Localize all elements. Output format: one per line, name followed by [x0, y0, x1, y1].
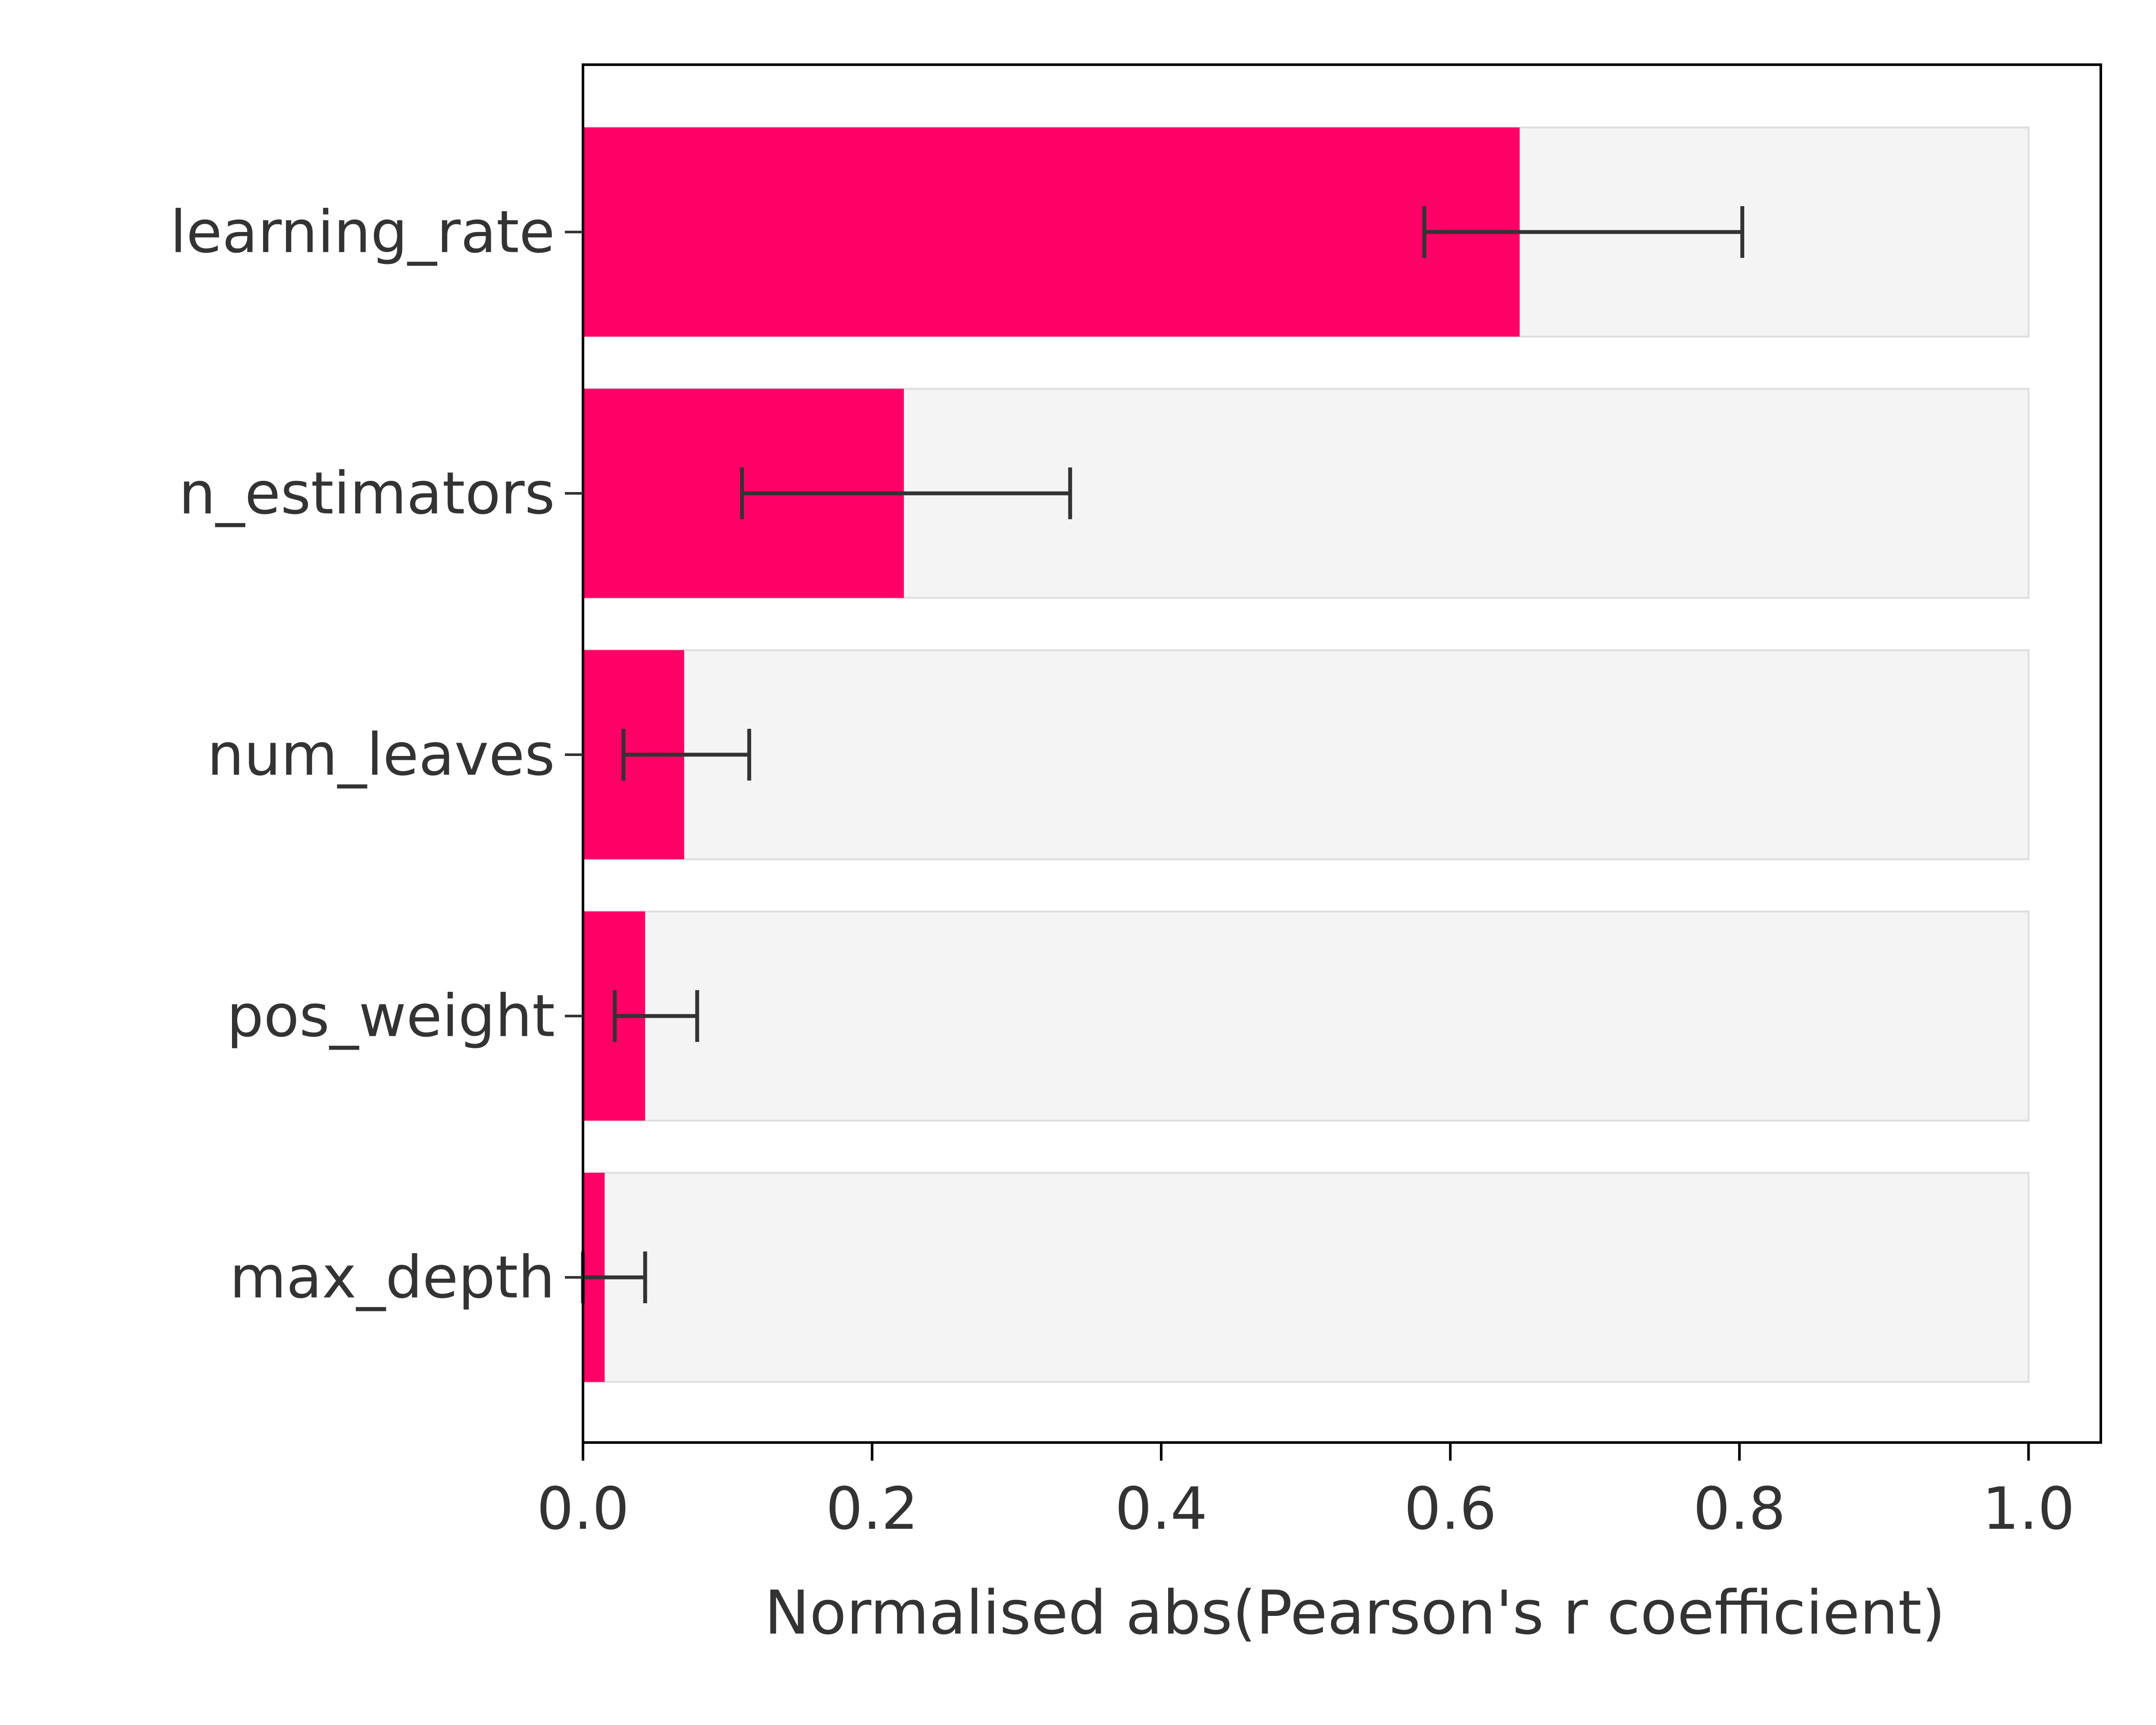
- x-axis-ticks: 0.0 0.2 0.4 0.6 0.8 1.0: [537, 1443, 2075, 1543]
- y-tick-label: n_estimators: [179, 460, 555, 527]
- background-bar: [582, 910, 2030, 1122]
- x-tick-label: 0.4: [1115, 1475, 1208, 1543]
- y-tick-label: pos_weight: [227, 982, 555, 1050]
- error-bars: [581, 206, 1745, 1303]
- y-tick-label: num_leaves: [207, 721, 555, 789]
- x-tick-label: 0.2: [826, 1475, 918, 1543]
- background-bars: [582, 126, 2030, 1383]
- x-tick-label: 0.8: [1693, 1475, 1786, 1543]
- y-tick-label: max_depth: [229, 1244, 555, 1311]
- x-tick-label: 0.0: [537, 1475, 630, 1543]
- x-tick-label: 1.0: [1982, 1475, 2075, 1543]
- bar: [583, 127, 1520, 337]
- x-axis-label: Normalised abs(Pearson's r coefficient): [765, 1578, 1946, 1648]
- background-bar: [582, 1172, 2030, 1383]
- x-tick-label: 0.6: [1404, 1475, 1497, 1543]
- y-tick-label: learning_rate: [170, 198, 555, 266]
- background-bar: [582, 649, 2030, 860]
- y-axis-ticks: learning_rate n_estimators num_leaves pos_w…: [170, 198, 583, 1311]
